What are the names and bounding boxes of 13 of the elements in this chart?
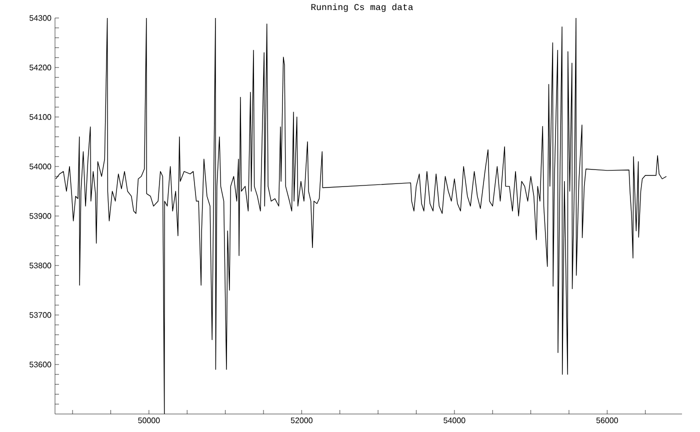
y-tick-label: 53800 — [30, 262, 52, 268]
y-tick-label: 53700 — [30, 312, 52, 318]
y-tick-label: 54300 — [30, 15, 52, 21]
x-tick-label: 52000 — [290, 418, 312, 424]
x-tick-label: 50000 — [138, 418, 160, 424]
y-tick-label: 53900 — [30, 213, 52, 219]
y-tick-label: 54000 — [30, 164, 52, 170]
x-tick-label: 56000 — [596, 418, 618, 424]
y-tick-label: 53600 — [30, 362, 52, 368]
chart-title: Running Cs mag data — [311, 4, 413, 12]
y-tick-label: 54100 — [30, 114, 52, 120]
x-tick-label: 54000 — [444, 418, 466, 424]
y-tick-label: 54200 — [30, 64, 52, 70]
